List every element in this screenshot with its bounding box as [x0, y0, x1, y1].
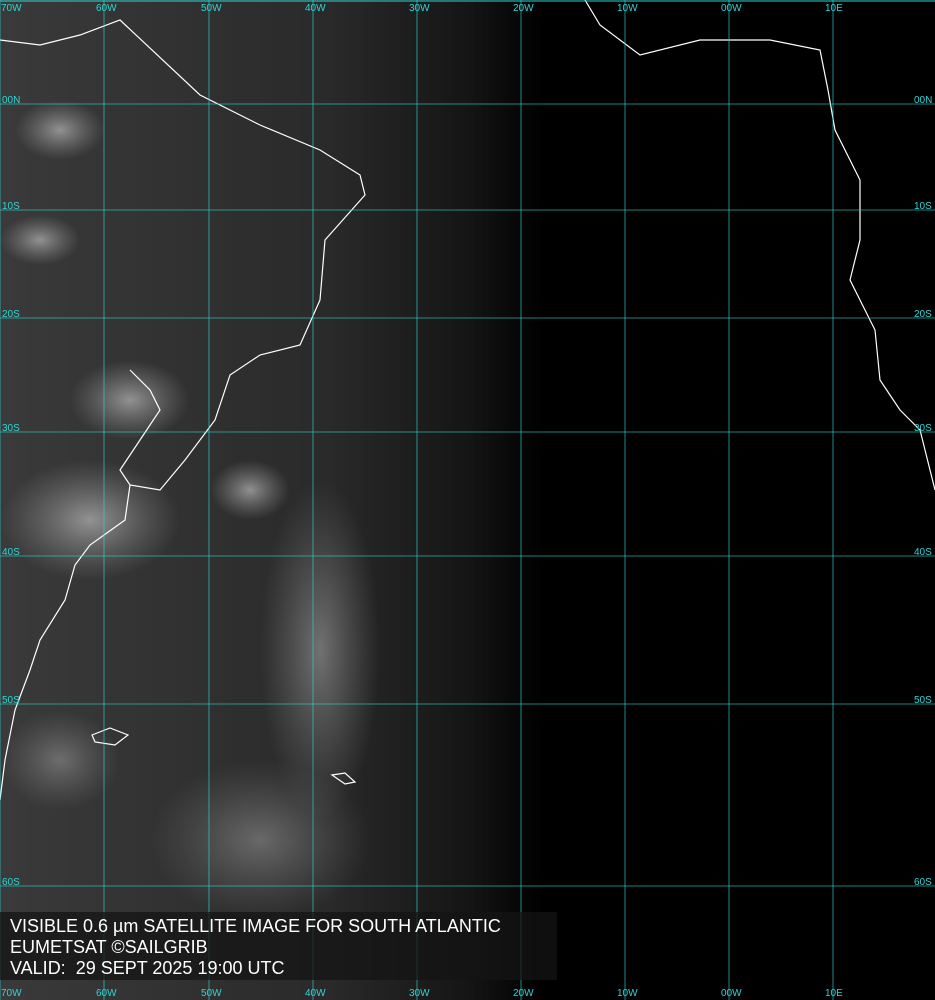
- latitude-label: 40S: [2, 547, 20, 558]
- longitude-label: 30W: [409, 988, 430, 999]
- longitude-label: 10W: [617, 3, 638, 14]
- latitude-label: 50S: [2, 695, 20, 706]
- latitude-label: 20S: [914, 309, 932, 320]
- longitude-label: 40W: [305, 3, 326, 14]
- latitude-label: 60S: [2, 877, 20, 888]
- latitude-label: 60S: [914, 877, 932, 888]
- latitude-label: 10S: [914, 201, 932, 212]
- caption-valid-time: VALID: 29 SEPT 2025 19:00 UTC: [10, 958, 285, 978]
- coastlines: [0, 0, 935, 801]
- longitude-label: 30W: [409, 3, 430, 14]
- south-georgia: [330, 772, 357, 785]
- latitude-label: 00N: [2, 95, 20, 106]
- latitude-label: 50S: [914, 695, 932, 706]
- caption-title: VISIBLE 0.6 µm SATELLITE IMAGE FOR SOUTH…: [10, 916, 501, 936]
- argentina-coast: [0, 484, 131, 801]
- longitude-label: 10E: [825, 3, 843, 14]
- latitude-label: 20S: [2, 309, 20, 320]
- longitude-label: 10E: [825, 988, 843, 999]
- longitude-label: 60W: [96, 988, 117, 999]
- south-america-coast: [0, 19, 366, 491]
- latitude-label: 00N: [914, 95, 932, 106]
- latitude-label: 10S: [2, 201, 20, 212]
- longitude-label: 60W: [96, 3, 117, 14]
- cloud-bands: [0, 100, 380, 920]
- longitude-label: 20W: [513, 988, 534, 999]
- caption-credit: EUMETSAT ©SAILGRIB: [10, 937, 208, 957]
- longitude-label: 40W: [305, 988, 326, 999]
- longitude-label: 10W: [617, 988, 638, 999]
- longitude-label: 00W: [721, 3, 742, 14]
- latitude-label: 30S: [914, 423, 932, 434]
- longitude-label: 50W: [201, 3, 222, 14]
- longitude-label: 70W: [1, 3, 22, 14]
- latitude-label: 40S: [914, 547, 932, 558]
- longitude-label: 20W: [513, 3, 534, 14]
- falkland-islands: [91, 727, 130, 746]
- longitude-label: 50W: [201, 988, 222, 999]
- longitude-label: 00W: [721, 988, 742, 999]
- longitude-label: 70W: [1, 988, 22, 999]
- africa-coast: [584, 0, 935, 491]
- image-caption: VISIBLE 0.6 µm SATELLITE IMAGE FOR SOUTH…: [0, 912, 557, 980]
- latitude-label: 30S: [2, 423, 20, 434]
